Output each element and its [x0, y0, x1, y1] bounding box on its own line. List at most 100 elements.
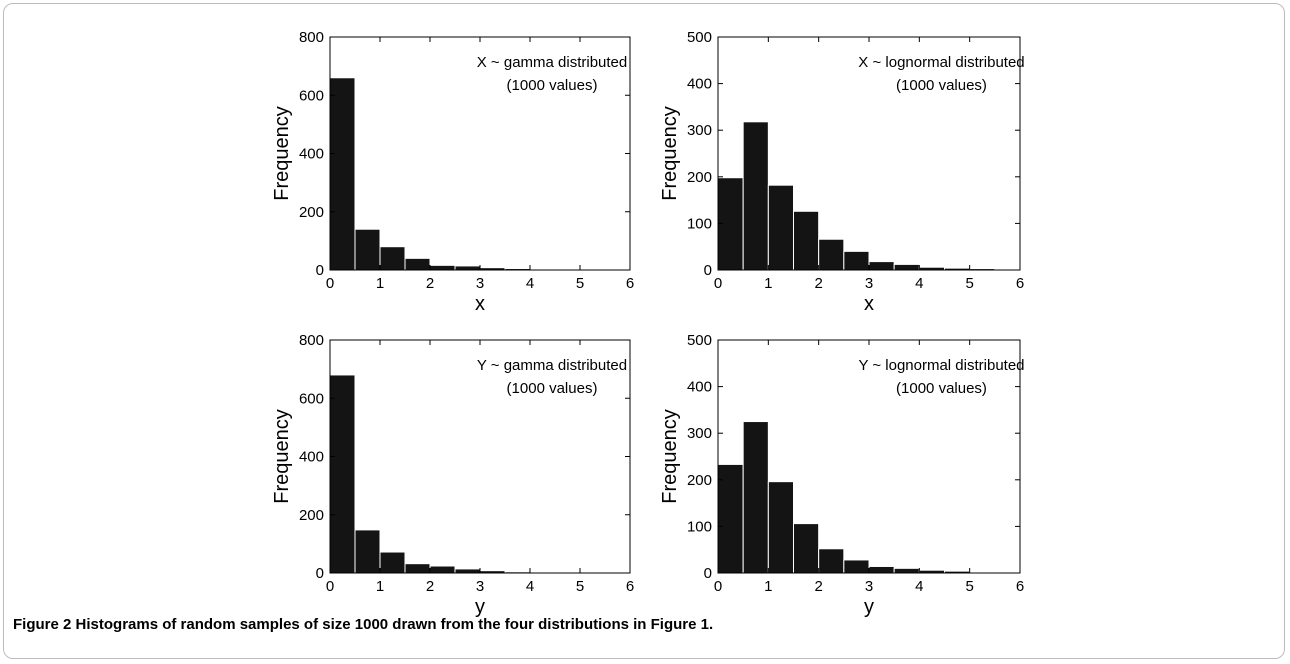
y-tick-label: 600 — [299, 390, 324, 407]
x-tick-label: 5 — [965, 578, 973, 595]
y-tick-label: 500 — [687, 332, 712, 349]
x-tick-label: 2 — [814, 275, 822, 292]
figure-frame — [3, 3, 1285, 659]
x-axis-label: x — [864, 293, 874, 315]
x-axis-label: y — [475, 596, 485, 618]
y-axis-label: Frequency — [659, 106, 681, 201]
histogram-bar — [429, 565, 456, 574]
histogram-bar — [843, 250, 870, 271]
y-axis-label: Frequency — [659, 409, 681, 504]
chart-annotation-line: (1000 values) — [896, 77, 987, 94]
histogram-panel: 0 1 2 3 4 5 6 0 100 200 300 400 500 x Frequency X ~ log… — [659, 29, 1025, 315]
x-tick-label: 4 — [526, 578, 534, 595]
histogram-bar — [717, 463, 744, 574]
chart-annotation-line: X ~ gamma distributed — [477, 54, 628, 71]
histogram-bar — [379, 551, 406, 574]
y-tick-label: 400 — [687, 76, 712, 93]
y-tick-label: 100 — [687, 215, 712, 232]
x-tick-label: 0 — [326, 275, 334, 292]
histogram-bar — [329, 77, 356, 271]
y-tick-label: 200 — [299, 204, 324, 221]
figure-caption: Figure 2 Histograms of random samples of… — [13, 616, 1273, 633]
histogram-bar — [354, 529, 381, 574]
y-tick-label: 400 — [299, 146, 324, 163]
y-tick-label: 200 — [687, 169, 712, 186]
x-tick-label: 4 — [915, 275, 923, 292]
x-tick-label: 6 — [1016, 578, 1024, 595]
y-tick-label: 200 — [687, 472, 712, 489]
y-tick-label: 300 — [687, 425, 712, 442]
x-tick-label: 0 — [714, 578, 722, 595]
x-tick-label: 0 — [714, 275, 722, 292]
y-tick-label: 800 — [299, 29, 324, 46]
x-axis-label: y — [864, 596, 874, 618]
y-axis-label: Frequency — [271, 106, 293, 201]
histogram-bar — [429, 264, 456, 271]
y-axis-label: Frequency — [271, 409, 293, 504]
chart-annotation-line: (1000 values) — [896, 380, 987, 397]
histogram-bar — [818, 548, 845, 574]
chart-annotation-line: Y ~ gamma distributed — [477, 357, 627, 374]
figure-caption-label: Figure 2 — [13, 616, 72, 633]
y-tick-label: 600 — [299, 87, 324, 104]
x-tick-label: 4 — [526, 275, 534, 292]
histogram-bar — [818, 238, 845, 271]
histogram-panel: 0 1 2 3 4 5 6 0 200 400 600 800 x Frequency X ~ gamma … — [271, 29, 634, 315]
y-tick-label: 0 — [316, 565, 324, 582]
x-tick-label: 2 — [426, 578, 434, 595]
x-tick-label: 3 — [476, 275, 484, 292]
x-tick-label: 4 — [915, 578, 923, 595]
y-tick-label: 0 — [316, 262, 324, 279]
histogram-bar — [404, 257, 431, 271]
y-tick-label: 300 — [687, 122, 712, 139]
x-tick-label: 1 — [376, 275, 384, 292]
histogram-bar — [843, 559, 870, 574]
x-tick-label: 2 — [814, 578, 822, 595]
x-tick-label: 3 — [865, 578, 873, 595]
chart-annotation-line: (1000 values) — [507, 77, 598, 94]
x-tick-label: 6 — [626, 275, 634, 292]
y-tick-label: 400 — [687, 379, 712, 396]
x-tick-label: 1 — [764, 578, 772, 595]
histogram-bar — [868, 565, 895, 574]
histogram-bar — [329, 374, 356, 574]
x-tick-label: 5 — [965, 275, 973, 292]
x-tick-label: 3 — [865, 275, 873, 292]
histogram-bar — [742, 121, 769, 271]
chart-annotation-line: (1000 values) — [507, 380, 598, 397]
x-tick-label: 1 — [376, 578, 384, 595]
x-tick-label: 6 — [626, 578, 634, 595]
histogram-bar — [379, 246, 406, 271]
x-tick-label: 3 — [476, 578, 484, 595]
histogram-bar — [893, 567, 920, 574]
x-tick-label: 1 — [764, 275, 772, 292]
x-tick-label: 0 — [326, 578, 334, 595]
y-tick-label: 0 — [704, 565, 712, 582]
histogram-bar — [742, 421, 769, 574]
x-tick-label: 5 — [576, 275, 584, 292]
histogram-bar — [404, 563, 431, 574]
y-tick-label: 0 — [704, 262, 712, 279]
chart-annotation-line: X ~ lognormal distributed — [858, 54, 1024, 71]
chart-annotation-line: Y ~ lognormal distributed — [858, 357, 1024, 374]
x-axis-label: x — [475, 293, 485, 315]
histogram-bar — [793, 523, 820, 574]
y-tick-label: 500 — [687, 29, 712, 46]
histogram-bar — [767, 184, 794, 271]
histogram-bar — [354, 228, 381, 271]
x-tick-label: 6 — [1016, 275, 1024, 292]
histogram-bar — [454, 265, 481, 271]
figure-caption-text: Histograms of random samples of size 100… — [75, 616, 714, 633]
y-tick-label: 100 — [687, 518, 712, 535]
histogram-panel: 0 1 2 3 4 5 6 0 100 200 300 400 500 y Frequency Y ~ log… — [659, 332, 1025, 618]
histogram-bar — [893, 263, 920, 271]
x-tick-label: 2 — [426, 275, 434, 292]
histogram-bar — [767, 481, 794, 574]
histogram-bar — [454, 568, 481, 574]
y-tick-label: 200 — [299, 507, 324, 524]
histogram-bar — [793, 210, 820, 271]
y-tick-label: 800 — [299, 332, 324, 349]
histogram-panel: 0 1 2 3 4 5 6 0 200 400 600 800 y Frequency Y ~ gamma … — [271, 332, 634, 618]
histogram-bar — [868, 261, 895, 271]
